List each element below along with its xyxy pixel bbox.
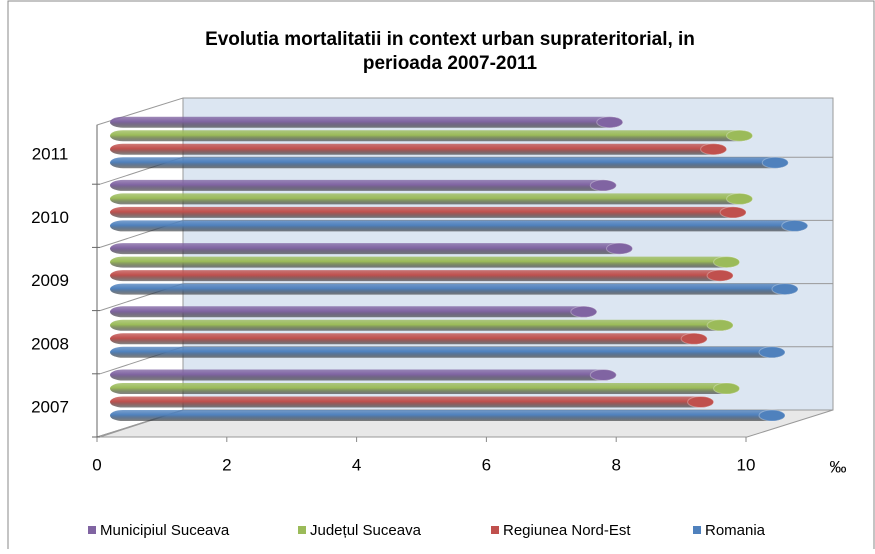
bar-cap <box>713 256 741 269</box>
bar-cap <box>758 346 786 359</box>
bar <box>110 396 714 408</box>
bar <box>110 346 785 358</box>
legend-swatch <box>491 526 499 534</box>
legend-label: Regiunea Nord-Est <box>503 522 631 539</box>
bar-cap <box>687 396 715 408</box>
bar <box>110 383 740 394</box>
bar-cap <box>589 179 617 192</box>
bar <box>110 143 727 155</box>
bar <box>110 193 753 205</box>
y-tick-label: 2007 <box>31 397 69 416</box>
bar-cap <box>761 156 789 169</box>
bar-cap <box>719 206 747 219</box>
chart-title-continued: perioada 2007-2011 <box>363 53 538 74</box>
bar <box>110 410 786 421</box>
bar <box>110 369 617 381</box>
bar <box>110 220 808 232</box>
legend-swatch <box>693 526 701 534</box>
bar-cap <box>700 143 728 156</box>
bar <box>110 283 798 295</box>
bar-cap <box>771 283 799 296</box>
bar-cap <box>758 409 786 422</box>
bar <box>110 179 617 191</box>
bar-cap <box>726 192 754 205</box>
y-tick-label: 2009 <box>31 271 69 290</box>
x-tick-label: 10 <box>737 455 756 474</box>
x-tick-label: 2 <box>222 455 231 474</box>
bar-cap <box>713 382 741 395</box>
bar <box>110 333 708 345</box>
x-tick-label: 6 <box>482 455 491 474</box>
bar <box>110 306 597 318</box>
bar-cap <box>605 242 633 255</box>
bar-cap <box>680 332 708 345</box>
bar-cap <box>596 116 624 129</box>
bar-cap <box>706 269 734 282</box>
bar-cap <box>726 129 754 142</box>
x-tick-label: 0 <box>92 455 101 474</box>
x-tick-label: 4 <box>352 455 361 474</box>
bar <box>110 157 789 169</box>
bar-cap <box>781 219 809 232</box>
bar <box>110 130 753 142</box>
y-tick-label: 2011 <box>32 145 69 164</box>
y-tick-label: 2010 <box>31 208 69 227</box>
bar <box>110 270 734 282</box>
legend-swatch <box>298 526 306 534</box>
y-tick-label: 2008 <box>31 334 69 353</box>
bar <box>110 206 747 218</box>
bar <box>110 319 734 331</box>
legend-label: Romania <box>705 522 766 539</box>
bar <box>110 256 740 268</box>
bar <box>110 116 623 128</box>
legend-label: Municipiul Suceava <box>100 522 230 539</box>
x-tick-label: 8 <box>611 455 620 474</box>
x-axis-label: ‰ <box>830 457 847 476</box>
bar <box>110 243 633 255</box>
chart-title: Evolutia mortalitatii in context urban s… <box>205 29 695 50</box>
bar-cap <box>589 369 617 381</box>
bar-cap <box>570 305 598 318</box>
bar-cap <box>706 319 734 332</box>
legend-label: Județul Suceava <box>310 522 422 539</box>
legend-swatch <box>88 526 96 534</box>
